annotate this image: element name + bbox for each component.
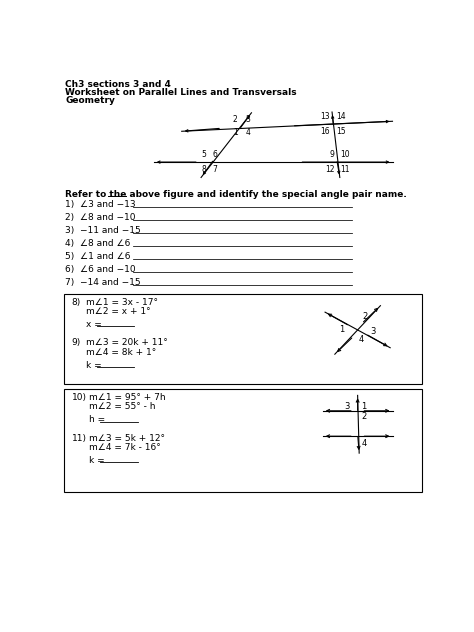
Text: m∠3 = 20k + 11°: m∠3 = 20k + 11° (86, 338, 167, 348)
Text: 2: 2 (363, 312, 368, 320)
Text: m∠3 = 5k + 12°: m∠3 = 5k + 12° (89, 434, 164, 443)
Text: m∠4 = 8k + 1°: m∠4 = 8k + 1° (86, 348, 156, 356)
Text: 10): 10) (72, 393, 87, 402)
Text: 12: 12 (325, 165, 334, 174)
Text: 5)  ∠1 and ∠6: 5) ∠1 and ∠6 (65, 252, 131, 261)
Text: 10: 10 (341, 150, 350, 159)
Text: 3)  −11 and −15: 3) −11 and −15 (65, 226, 141, 235)
Text: 6)  ∠6 and −10: 6) ∠6 and −10 (65, 265, 136, 274)
Text: Ch3 sections 3 and 4: Ch3 sections 3 and 4 (65, 80, 171, 90)
Text: 7: 7 (213, 165, 218, 174)
Text: 4)  ∠8 and ∠6: 4) ∠8 and ∠6 (65, 239, 131, 248)
Text: 11: 11 (341, 165, 350, 174)
Text: 11): 11) (72, 434, 87, 443)
Bar (64, 294, 422, 384)
Text: Worksheet on Parallel Lines and Transversals: Worksheet on Parallel Lines and Transver… (65, 88, 297, 97)
Text: 8): 8) (72, 298, 81, 307)
Text: 8: 8 (202, 165, 207, 174)
Text: Refer to the above figure and identify the special angle pair name.: Refer to the above figure and identify t… (65, 190, 407, 199)
Text: Geometry: Geometry (65, 96, 115, 105)
Text: 9: 9 (329, 150, 334, 159)
Text: 14: 14 (336, 112, 346, 121)
Text: 1: 1 (233, 128, 237, 137)
Text: h =: h = (89, 415, 108, 425)
Text: m∠2 = 55° - h: m∠2 = 55° - h (89, 403, 155, 411)
Text: 1)  ∠3 and −13: 1) ∠3 and −13 (65, 200, 136, 209)
Text: x =: x = (86, 320, 104, 329)
Text: 2: 2 (233, 114, 237, 124)
Text: 5: 5 (201, 150, 207, 159)
Bar (64, 389, 422, 492)
Text: 4: 4 (359, 335, 364, 344)
Text: 3: 3 (345, 403, 350, 411)
Text: k =: k = (86, 361, 104, 370)
Text: 4: 4 (362, 439, 367, 447)
Text: m∠2 = x + 1°: m∠2 = x + 1° (86, 307, 150, 316)
Text: 4: 4 (245, 128, 250, 137)
Text: 2)  ∠8 and −10: 2) ∠8 and −10 (65, 213, 136, 222)
Text: m∠1 = 3x - 17°: m∠1 = 3x - 17° (86, 298, 157, 307)
Text: k =: k = (89, 456, 107, 465)
Text: 9): 9) (72, 338, 81, 348)
Text: 2: 2 (362, 413, 367, 422)
Text: 3: 3 (245, 114, 250, 124)
Text: 15: 15 (336, 128, 346, 137)
Text: 16: 16 (320, 128, 330, 137)
Text: 7)  −14 and −15: 7) −14 and −15 (65, 278, 141, 288)
Text: m∠4 = 7k - 16°: m∠4 = 7k - 16° (89, 443, 161, 452)
Text: m∠1 = 95° + 7h: m∠1 = 95° + 7h (89, 393, 165, 402)
Text: 1: 1 (339, 325, 345, 334)
Text: 1: 1 (362, 403, 367, 411)
Text: 13: 13 (320, 112, 330, 121)
Text: 3: 3 (371, 327, 376, 336)
Text: 6: 6 (213, 150, 218, 159)
